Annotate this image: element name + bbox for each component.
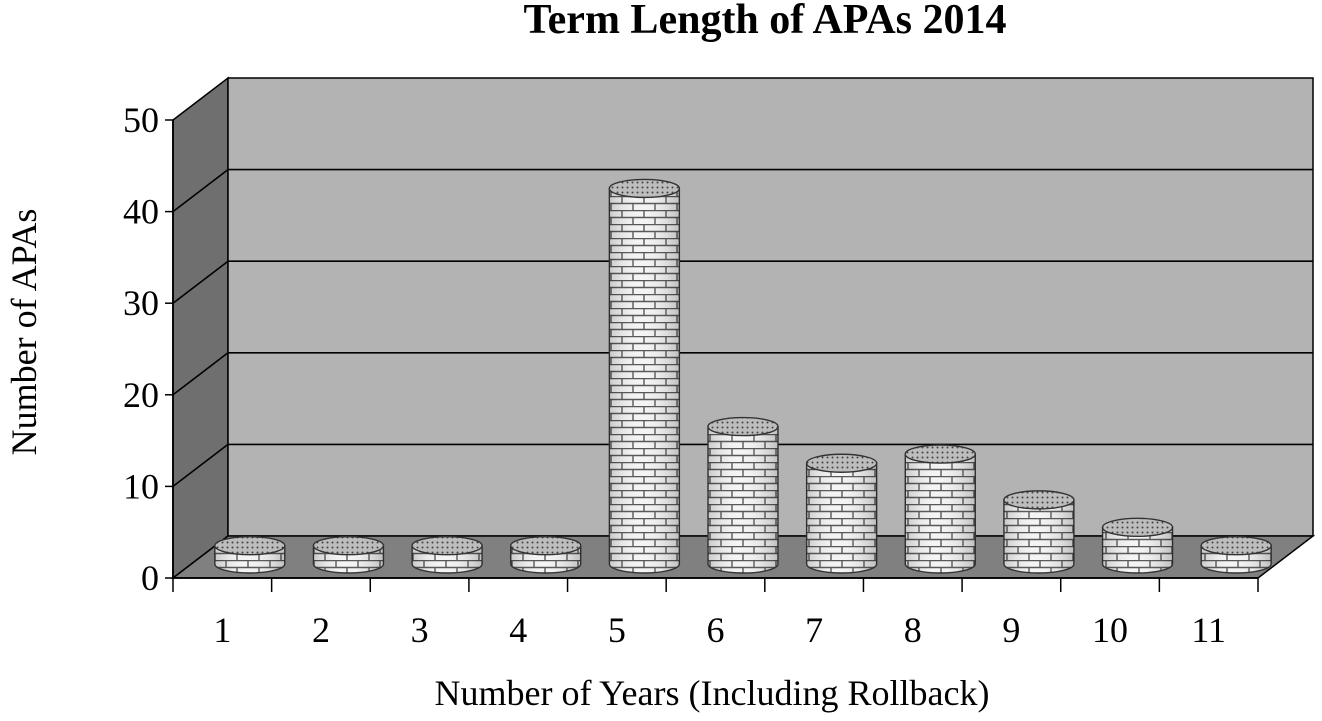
bar-shading xyxy=(609,188,680,573)
y-tick-label: 0 xyxy=(141,558,159,598)
bar xyxy=(510,535,582,574)
y-tick-label: 50 xyxy=(123,100,159,140)
bar xyxy=(411,535,483,574)
x-axis-label: Number of Years (Including Rollback) xyxy=(435,673,990,713)
bar-top xyxy=(1003,490,1075,510)
bar-top xyxy=(1101,517,1174,538)
chart-title: Term Length of APAs 2014 xyxy=(524,0,1007,43)
y-axis-label: Number of APAs xyxy=(4,209,44,456)
x-tick-label: 10 xyxy=(1092,610,1128,650)
gridline-side xyxy=(172,352,229,396)
bar-top xyxy=(805,453,878,473)
bar xyxy=(214,535,286,574)
bar-top xyxy=(214,535,286,556)
bar xyxy=(312,535,385,574)
y-tick-label: 20 xyxy=(123,375,159,415)
bar xyxy=(608,178,681,574)
bar-shading xyxy=(1102,527,1173,573)
bar xyxy=(1200,535,1272,574)
x-tick-labels: 1 2 3 4 5 6 7 8 9 10 11 xyxy=(213,610,1226,650)
bar-top xyxy=(411,535,483,556)
bar xyxy=(805,453,878,574)
x-tick-label: 6 xyxy=(707,610,725,650)
bar-top xyxy=(904,444,976,464)
y-tick-labels: 0 10 20 30 40 50 xyxy=(123,100,159,598)
bar xyxy=(904,444,976,574)
x-tick-label: 11 xyxy=(1191,610,1226,650)
x-tick-label: 5 xyxy=(608,610,626,650)
bar-shading xyxy=(905,454,976,573)
bar-shading xyxy=(708,426,778,573)
bar xyxy=(1003,490,1075,574)
side-wall xyxy=(172,76,229,580)
x-tick-label: 8 xyxy=(904,610,922,650)
gridline-side xyxy=(172,260,229,304)
axes xyxy=(165,119,1259,592)
x-tick-label: 2 xyxy=(312,610,330,650)
bars xyxy=(214,178,1272,574)
bar-top xyxy=(1200,535,1272,556)
bar-top xyxy=(608,178,681,199)
y-tick-label: 40 xyxy=(123,192,159,232)
x-tick-label: 7 xyxy=(805,610,823,650)
x-tick-label: 1 xyxy=(213,610,231,650)
bar-top xyxy=(707,416,779,437)
gridline-side xyxy=(172,168,229,213)
x-tick-label: 3 xyxy=(411,610,429,650)
gridline-side xyxy=(172,443,229,488)
bar-top xyxy=(312,535,385,556)
bar xyxy=(1101,517,1174,574)
x-tick-label: 9 xyxy=(1002,610,1020,650)
bar-top xyxy=(510,535,582,556)
y-tick-label: 30 xyxy=(123,283,159,323)
bar-shading xyxy=(1003,499,1074,573)
bar xyxy=(707,416,779,574)
y-tick-label: 10 xyxy=(123,466,159,506)
x-tick-label: 4 xyxy=(509,610,527,650)
bar-shading xyxy=(806,463,877,573)
